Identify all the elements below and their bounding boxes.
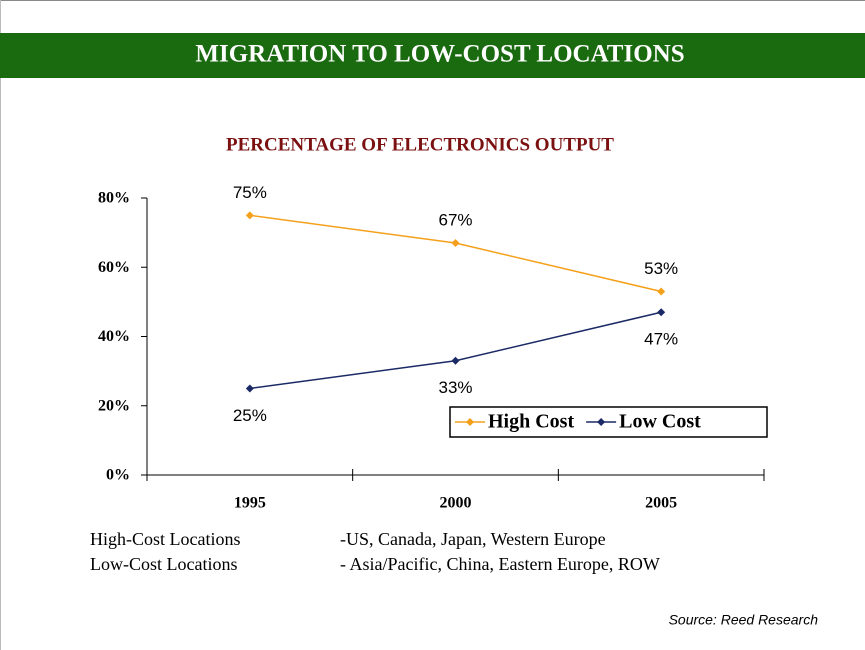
- x-tick-label: 2000: [440, 495, 472, 512]
- header-title: MIGRATION TO LOW-COST LOCATIONS: [195, 41, 684, 68]
- note-text: - Asia/Pacific, China, Eastern Europe, R…: [340, 554, 660, 574]
- y-tick-label: 0%: [106, 467, 130, 484]
- data-label: 33%: [438, 378, 472, 397]
- data-label: 75%: [233, 183, 267, 202]
- marker: [657, 308, 666, 317]
- source: Source: Reed Research: [669, 612, 819, 628]
- marker: [451, 356, 460, 365]
- header-banner: [0, 33, 865, 78]
- marker: [657, 287, 666, 296]
- note-label: Low-Cost Locations: [90, 554, 237, 574]
- y-tick-label: 20%: [98, 397, 130, 414]
- y-tick-label: 60%: [98, 259, 130, 276]
- y-tick-label: 40%: [98, 328, 130, 345]
- data-label: 67%: [438, 210, 472, 229]
- data-label: 47%: [644, 330, 678, 349]
- y-tick-label: 80%: [98, 190, 130, 207]
- marker: [245, 384, 254, 393]
- data-label: 25%: [233, 406, 267, 425]
- legend-label: High Cost: [488, 411, 574, 433]
- note-label: High-Cost Locations: [90, 529, 241, 549]
- legend-label: Low Cost: [619, 411, 701, 433]
- data-label: 53%: [644, 259, 678, 278]
- note-text: -US, Canada, Japan, Western Europe: [340, 529, 606, 549]
- chart-title: PERCENTAGE OF ELECTRONICS OUTPUT: [226, 134, 614, 155]
- legend-marker: [466, 418, 474, 426]
- x-tick-label: 2005: [645, 495, 677, 512]
- legend-marker: [597, 418, 606, 426]
- marker: [245, 211, 254, 220]
- marker: [451, 239, 460, 248]
- x-tick-label: 1995: [234, 495, 266, 512]
